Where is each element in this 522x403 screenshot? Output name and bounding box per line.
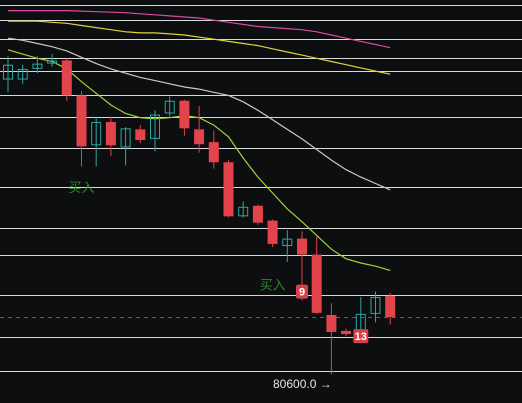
candle-body — [105, 121, 116, 146]
candle-body — [341, 330, 352, 335]
candle-body — [76, 95, 87, 147]
candle-body — [164, 100, 175, 114]
candle-body — [135, 129, 146, 140]
candle-body — [150, 114, 160, 139]
count-marker-badge — [296, 284, 308, 299]
buy-signal-label: 买入 — [68, 181, 94, 196]
count-marker-label: 9 — [299, 287, 305, 299]
candle-body — [223, 162, 234, 217]
candle-body — [252, 205, 263, 223]
count-marker-badge — [353, 329, 369, 344]
count-marker-label: 13 — [355, 331, 367, 343]
candle-body — [208, 142, 219, 163]
moving-average-line — [8, 20, 391, 75]
candle-body — [282, 238, 293, 247]
candle-body — [120, 128, 131, 148]
candle-body — [297, 238, 307, 255]
candle-body — [194, 129, 205, 145]
candle-body — [47, 60, 58, 64]
candle-body — [32, 63, 43, 69]
candle-body — [179, 100, 190, 129]
candle-body — [267, 220, 278, 244]
candle-body — [17, 68, 28, 80]
candle-body — [385, 295, 396, 318]
moving-average-line — [7, 37, 391, 191]
candle-body — [61, 60, 72, 96]
candle-body — [370, 296, 381, 314]
candle-body — [238, 206, 249, 217]
candle-body — [311, 254, 322, 313]
candle-body — [91, 121, 102, 146]
moving-average-line — [8, 10, 391, 49]
candle-body — [3, 64, 13, 80]
low-price-label: 80600.0 → — [273, 377, 332, 391]
buy-signal-label: 买入 — [260, 279, 286, 294]
candle-body — [326, 314, 337, 332]
